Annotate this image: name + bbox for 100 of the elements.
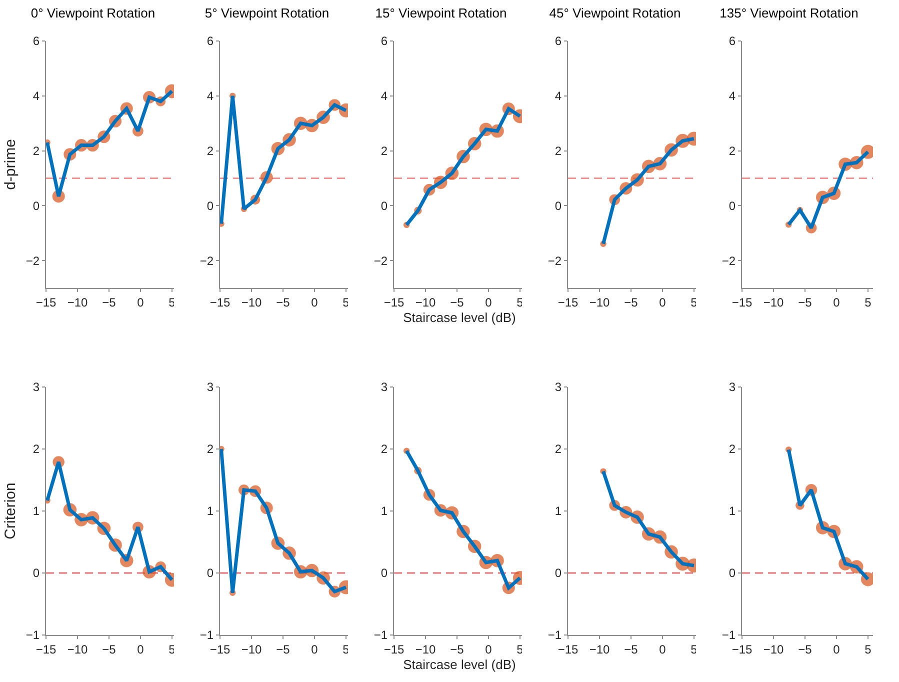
x-tick-label: −15: [36, 295, 56, 310]
x-tick-label: −10: [589, 642, 610, 656]
y-tick-label: 1: [32, 504, 40, 518]
x-tick-label: −10: [241, 295, 262, 310]
x-tick-label: −15: [558, 295, 578, 310]
y-tick-label: 0: [206, 198, 214, 213]
y-tick-label: 0: [32, 198, 40, 213]
x-tick-label: 5: [864, 642, 872, 656]
y-tick-label: 2: [380, 144, 388, 158]
x-tick-label: −5: [276, 642, 290, 656]
x-tick-label: 0: [659, 642, 666, 656]
x-axis-title: Staircase level (dB): [403, 657, 516, 672]
y-tick-label: 6: [32, 34, 40, 48]
y-tick-label: 0: [380, 566, 388, 580]
x-axis-title: Staircase level (dB): [403, 310, 516, 325]
x-tick-label: 0: [833, 295, 840, 310]
y-tick-label: 6: [206, 34, 214, 48]
chart-title: 5° Viewpoint Rotation: [204, 5, 330, 20]
y-tick-label: 0: [554, 566, 562, 580]
x-tick-label: 0: [311, 642, 318, 656]
line-series: [220, 94, 348, 226]
y-tick-label: 1: [554, 504, 562, 518]
x-tick-label: 0: [485, 642, 492, 656]
x-tick-label: −10: [589, 295, 610, 310]
x-tick-label: −10: [763, 642, 784, 656]
y-tick-label: 1: [206, 504, 214, 518]
x-tick-label: −15: [558, 642, 578, 656]
y-tick-label: 0: [728, 198, 736, 213]
y-tick-label: 4: [728, 89, 736, 104]
y-axis-title: Criterion: [2, 482, 20, 540]
chart-title: 15° Viewpoint Rotation: [375, 5, 507, 20]
x-tick-label: −10: [67, 642, 88, 656]
y-tick-label: 3: [728, 380, 736, 394]
x-tick-label: −5: [450, 642, 464, 656]
x-tick-label: −10: [763, 295, 784, 310]
chart-title: 0° Viewpoint Rotation: [30, 5, 156, 20]
y-tick-label: 2: [206, 442, 214, 456]
y-tick-label: 0: [380, 198, 388, 213]
x-tick-label: −10: [415, 295, 436, 310]
x-tick-label: −15: [732, 642, 752, 656]
y-tick-label: −1: [548, 628, 562, 642]
x-tick-label: −15: [384, 642, 404, 656]
y-tick-label: −1: [200, 628, 214, 642]
y-tick-label: 6: [554, 34, 562, 48]
y-tick-label: 6: [380, 34, 388, 48]
x-tick-label: −5: [102, 295, 116, 310]
x-tick-label: −5: [102, 642, 116, 656]
y-tick-label: 0: [206, 566, 214, 580]
x-tick-label: 0: [137, 642, 144, 656]
y-tick-label: 2: [728, 144, 736, 158]
y-tick-label: 2: [380, 442, 388, 456]
x-tick-label: −10: [241, 642, 262, 656]
y-tick-label: 6: [728, 34, 736, 48]
y-tick-label: 4: [32, 89, 40, 104]
x-tick-label: −15: [384, 295, 404, 310]
x-tick-label: −5: [624, 642, 638, 656]
y-tick-label: −2: [200, 254, 214, 268]
x-tick-label: −5: [624, 295, 638, 310]
y-tick-label: 2: [206, 144, 214, 158]
y-tick-label: 3: [554, 380, 562, 394]
y-tick-label: 2: [554, 144, 562, 158]
y-tick-label: 4: [206, 89, 214, 104]
x-tick-label: −15: [210, 295, 230, 310]
x-tick-label: 0: [659, 295, 666, 310]
y-tick-label: −1: [374, 628, 388, 642]
x-tick-label: −15: [210, 642, 230, 656]
y-tick-label: −2: [26, 254, 40, 268]
y-tick-label: 3: [32, 380, 40, 394]
x-tick-label: −15: [732, 295, 752, 310]
y-tick-label: −1: [26, 628, 40, 642]
y-tick-label: 0: [728, 566, 736, 580]
y-tick-label: 2: [728, 442, 736, 456]
x-tick-label: −10: [415, 642, 436, 656]
y-tick-label: 1: [380, 504, 388, 518]
x-tick-label: 0: [833, 642, 840, 656]
y-tick-label: −2: [374, 254, 388, 268]
x-tick-label: −5: [276, 295, 290, 310]
x-tick-label: −10: [67, 295, 88, 310]
x-tick-label: 0: [137, 295, 144, 310]
x-tick-label: −5: [798, 642, 812, 656]
y-tick-label: −2: [548, 254, 562, 268]
x-tick-label: 0: [485, 295, 492, 310]
x-tick-label: 5: [864, 295, 872, 310]
y-tick-label: 2: [32, 144, 40, 158]
y-tick-label: 2: [554, 442, 562, 456]
x-tick-label: −5: [798, 295, 812, 310]
y-tick-label: 2: [32, 442, 40, 456]
chart-title: 45° Viewpoint Rotation: [549, 5, 681, 20]
x-tick-label: 0: [311, 295, 318, 310]
chart-title: 135° Viewpoint Rotation: [720, 5, 858, 20]
y-tick-label: 1: [728, 504, 736, 518]
y-tick-label: 0: [554, 198, 562, 213]
y-tick-label: 0: [32, 566, 40, 580]
y-tick-label: 4: [554, 89, 562, 104]
x-tick-label: −5: [450, 295, 464, 310]
y-tick-label: −2: [722, 254, 736, 268]
y-tick-label: 3: [380, 380, 388, 394]
y-tick-label: −1: [722, 628, 736, 642]
y-tick-label: 3: [206, 380, 214, 394]
y-tick-label: 4: [380, 89, 388, 104]
